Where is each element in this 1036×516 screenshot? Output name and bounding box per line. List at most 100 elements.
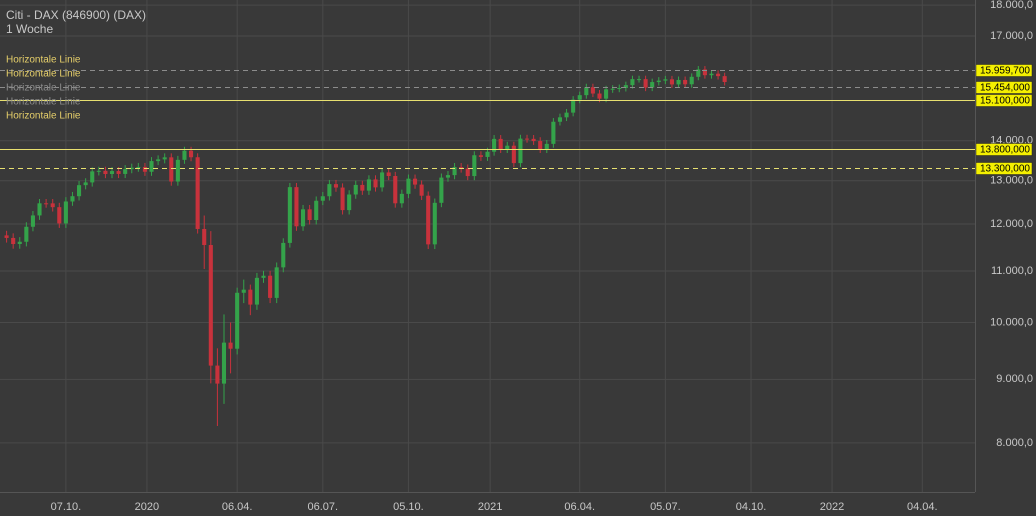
candle-body — [590, 87, 595, 94]
y-tick-label: 10.000,0 — [990, 316, 1033, 328]
candle-body — [254, 277, 259, 305]
candle-body — [149, 161, 154, 172]
candle-body — [37, 203, 42, 216]
candle-body — [4, 235, 9, 238]
candle-body — [439, 177, 444, 203]
candle-body — [399, 193, 404, 204]
candle-body — [459, 167, 464, 169]
candle-body — [366, 179, 371, 191]
level-label: 13.300,000 — [980, 164, 1030, 175]
candle-body — [353, 184, 358, 195]
candle-body — [505, 145, 510, 150]
candle-body — [498, 138, 503, 150]
x-tick-label: 04.04. — [907, 501, 938, 513]
candle-body — [202, 228, 207, 246]
candle-body — [419, 184, 424, 196]
legend-entry: Horizontale Linie — [6, 111, 81, 122]
candle-body — [386, 172, 391, 176]
candle-body — [189, 150, 194, 158]
candle-body — [347, 194, 352, 211]
candle-body — [683, 79, 688, 85]
candle-body — [261, 275, 266, 278]
candle-body — [412, 178, 418, 185]
x-tick-label: 06.04. — [564, 501, 595, 513]
level-label: 15.100,000 — [980, 96, 1030, 107]
candle-body — [656, 80, 661, 83]
candle-body — [241, 289, 246, 293]
candle-body — [162, 157, 167, 160]
candle-body — [123, 169, 128, 174]
candle-body — [63, 201, 68, 224]
y-tick-label: 13.000,0 — [990, 175, 1033, 187]
candle-body — [472, 155, 477, 177]
candle-body — [44, 203, 49, 205]
y-tick-label: 12.000,0 — [990, 218, 1033, 230]
level-label: 15.454,000 — [980, 83, 1030, 94]
candle-body — [564, 112, 569, 118]
candle-body — [702, 69, 707, 76]
legend-entry: Horizontale Linie — [6, 97, 81, 108]
candle-body — [340, 187, 345, 211]
candle-body — [300, 209, 306, 227]
candle-body — [538, 141, 543, 150]
candle-body — [492, 138, 497, 152]
y-tick-label: 18.000,0 — [990, 0, 1033, 11]
candle-body — [617, 88, 622, 90]
candle-body — [511, 145, 516, 164]
candle-body — [281, 242, 286, 268]
candle-body — [518, 138, 523, 164]
candle-body — [320, 196, 325, 201]
candle-body — [709, 73, 714, 76]
candle-body — [650, 82, 655, 88]
candle-body — [11, 237, 16, 245]
candle-body — [109, 171, 115, 175]
candle-body — [24, 226, 29, 242]
plot — [4, 66, 727, 426]
candle-body — [524, 138, 530, 140]
candle-body — [327, 184, 332, 197]
candle-body — [90, 171, 95, 183]
candle-body — [643, 79, 648, 88]
candle-body — [195, 157, 200, 229]
candle-body — [182, 150, 187, 160]
candle-body — [30, 215, 35, 227]
candle-body — [156, 159, 161, 162]
y-tick-label: 17.000,0 — [990, 30, 1033, 42]
candle-body — [636, 79, 642, 81]
candle-body — [142, 166, 147, 172]
level-label: 13.800,000 — [980, 145, 1030, 156]
candle-body — [57, 207, 62, 224]
candle-body — [531, 138, 536, 142]
candle-body — [373, 179, 378, 188]
candle-body — [307, 209, 312, 221]
candle-body — [129, 167, 134, 170]
candle-body — [136, 166, 141, 168]
candle-body — [445, 175, 451, 178]
candle-body — [393, 175, 398, 204]
candle-body — [208, 245, 213, 366]
x-tick-label: 06.07. — [308, 501, 339, 513]
y-tick-label: 8.000,0 — [996, 437, 1033, 449]
candle-body — [83, 182, 88, 186]
candle-body — [597, 93, 602, 99]
candle-body — [215, 365, 220, 384]
candle-body — [465, 168, 470, 177]
candle-body — [584, 87, 589, 96]
candle-body — [696, 69, 701, 77]
candle-body — [577, 95, 582, 100]
candle-body — [169, 157, 174, 182]
candle-body — [221, 342, 227, 384]
candle-body — [623, 85, 628, 89]
candle-body — [571, 99, 576, 113]
candle-body — [248, 289, 253, 305]
candle-body — [50, 203, 55, 208]
candle-body — [432, 202, 437, 245]
candle-body — [630, 79, 635, 86]
candle-body — [228, 342, 233, 349]
candle-body — [70, 196, 75, 202]
candle-body — [426, 195, 431, 245]
x-tick-label: 04.10. — [736, 501, 767, 513]
candle-body — [360, 184, 365, 191]
candle-body — [689, 76, 694, 85]
candle-body — [663, 79, 668, 81]
